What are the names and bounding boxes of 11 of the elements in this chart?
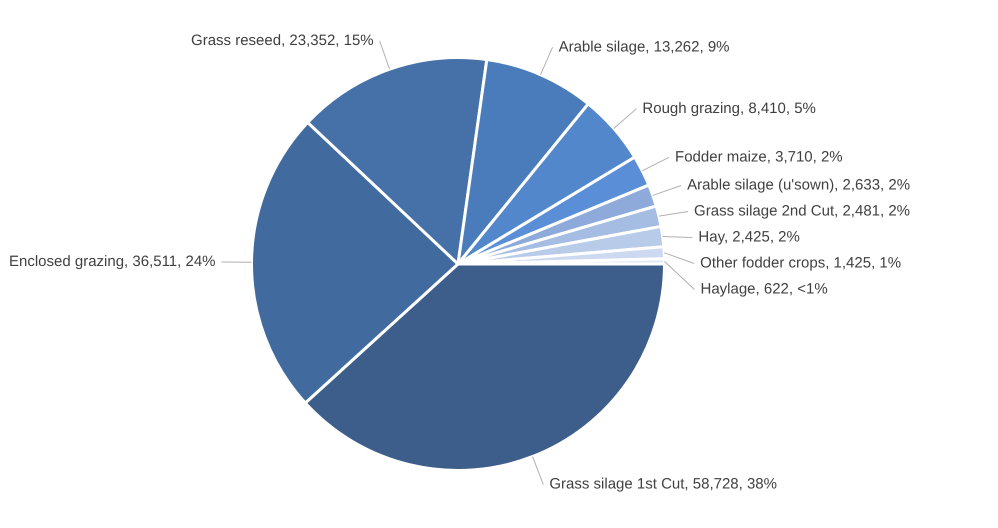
- slice-label: Enclosed grazing, 36,511, 24%: [8, 253, 216, 270]
- slice-label: Arable silage, 13,262, 9%: [558, 38, 730, 56]
- slice-label: Grass silage 2nd Cut, 2,481, 2%: [694, 202, 910, 220]
- slice-label: Grass reseed, 23,352, 15%: [191, 32, 374, 49]
- slice-label: Fodder maize, 3,710, 2%: [675, 148, 843, 166]
- slice-label: Rough grazing, 8,410, 5%: [642, 100, 816, 117]
- slice-label: Grass silage 1st Cut, 58,728, 38%: [549, 476, 777, 493]
- slice-label: Haylage, 622, <1%: [700, 280, 828, 298]
- slice-label: Hay, 2,425, 2%: [698, 228, 800, 246]
- slice-label: Arable silage (u'sown), 2,633, 2%: [687, 176, 910, 194]
- slice-label: Other fodder crops, 1,425, 1%: [700, 254, 902, 272]
